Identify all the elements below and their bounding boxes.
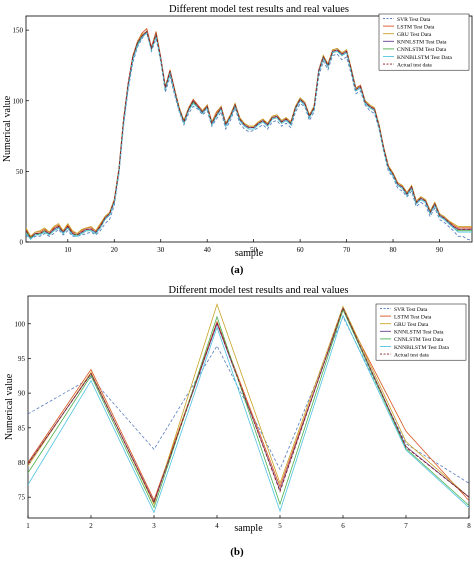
chart-title: Different model test results and real va… xyxy=(169,285,349,296)
legend-entry: KNNLSTM Test Data xyxy=(394,330,444,336)
chart-title: Different model test results and real va… xyxy=(169,4,349,15)
x-tick-label: 8 xyxy=(467,522,471,530)
series-line-gru xyxy=(26,30,472,238)
legend-entry: GRU Test Data xyxy=(397,32,432,38)
x-tick-label: 1 xyxy=(26,522,30,530)
x-tick-label: 90 xyxy=(436,246,444,254)
x-tick-label: 50 xyxy=(250,246,258,254)
series-group xyxy=(26,27,472,242)
x-tick-label: 40 xyxy=(204,246,212,254)
y-tick-label: 75 xyxy=(18,494,26,502)
series-line-lstm xyxy=(28,308,469,501)
y-tick-label: 90 xyxy=(18,390,26,398)
legend-entry: SVR Test Data xyxy=(397,17,431,23)
legend-entry: SVR Test Data xyxy=(394,307,428,313)
y-axis-label: Numerical value xyxy=(2,95,13,162)
legend-entry: CNNLSTM Test Data xyxy=(397,47,447,53)
series-line-cnnlstm xyxy=(28,308,469,509)
x-tick-label: 3 xyxy=(152,522,156,530)
x-tick-label: 5 xyxy=(278,522,282,530)
legend-entry: Actual test data xyxy=(394,352,429,358)
x-tick-label: 20 xyxy=(111,246,119,254)
legend-entry: Actual test data xyxy=(397,62,432,68)
x-axis-label: sample xyxy=(235,248,264,259)
legend-entry: KNNBiLSTM Test Data xyxy=(397,55,452,61)
legend-entry: CNNLSTM Test Data xyxy=(394,337,444,343)
legend-entry: LSTM Test Data xyxy=(397,24,435,30)
legend-entry: KNNBiLSTM Test Data xyxy=(394,345,449,351)
y-tick-label: 0 xyxy=(20,239,24,247)
plot-frame xyxy=(25,15,473,243)
legend-box xyxy=(375,303,467,361)
y-tick-label: 50 xyxy=(16,168,24,176)
x-tick-label: 60 xyxy=(297,246,305,254)
y-axis-label: Numerical value xyxy=(4,373,15,440)
y-tick-label: 95 xyxy=(18,355,26,363)
chart-panel-b: Different model test results and real va… xyxy=(4,285,471,558)
x-tick-label: 7 xyxy=(404,522,408,530)
series-line-actual xyxy=(26,30,472,239)
legend-entry: GRU Test Data xyxy=(394,322,429,328)
x-axis-label: sample xyxy=(234,523,263,534)
legend-entry: KNNLSTM Test Data xyxy=(397,40,447,46)
series-line-knnbilstm xyxy=(28,314,469,514)
series-line-knnbilstm xyxy=(26,32,472,240)
y-tick-label: 100 xyxy=(15,320,26,328)
panel-label: (a) xyxy=(231,264,244,276)
series-line-actual xyxy=(28,306,469,504)
y-tick-label: 100 xyxy=(13,97,24,105)
x-tick-label: 10 xyxy=(64,246,72,254)
chart-panel-a: Different model test results and real va… xyxy=(2,4,473,276)
y-tick-label: 150 xyxy=(13,27,24,35)
legend-entry: LSTM Test Data xyxy=(394,314,432,320)
x-tick-label: 2 xyxy=(89,522,93,530)
x-tick-label: 30 xyxy=(157,246,165,254)
legend-box xyxy=(378,13,470,71)
plot-frame xyxy=(27,295,470,519)
x-tick-label: 4 xyxy=(215,522,219,530)
series-line-svr xyxy=(26,28,472,242)
series-group xyxy=(28,303,469,514)
x-tick-label: 80 xyxy=(390,246,398,254)
y-tick-label: 80 xyxy=(18,459,26,467)
y-tick-label: 85 xyxy=(18,424,26,432)
panel-label: (b) xyxy=(230,546,244,558)
x-tick-label: 70 xyxy=(343,246,351,254)
x-tick-label: 6 xyxy=(341,522,345,530)
